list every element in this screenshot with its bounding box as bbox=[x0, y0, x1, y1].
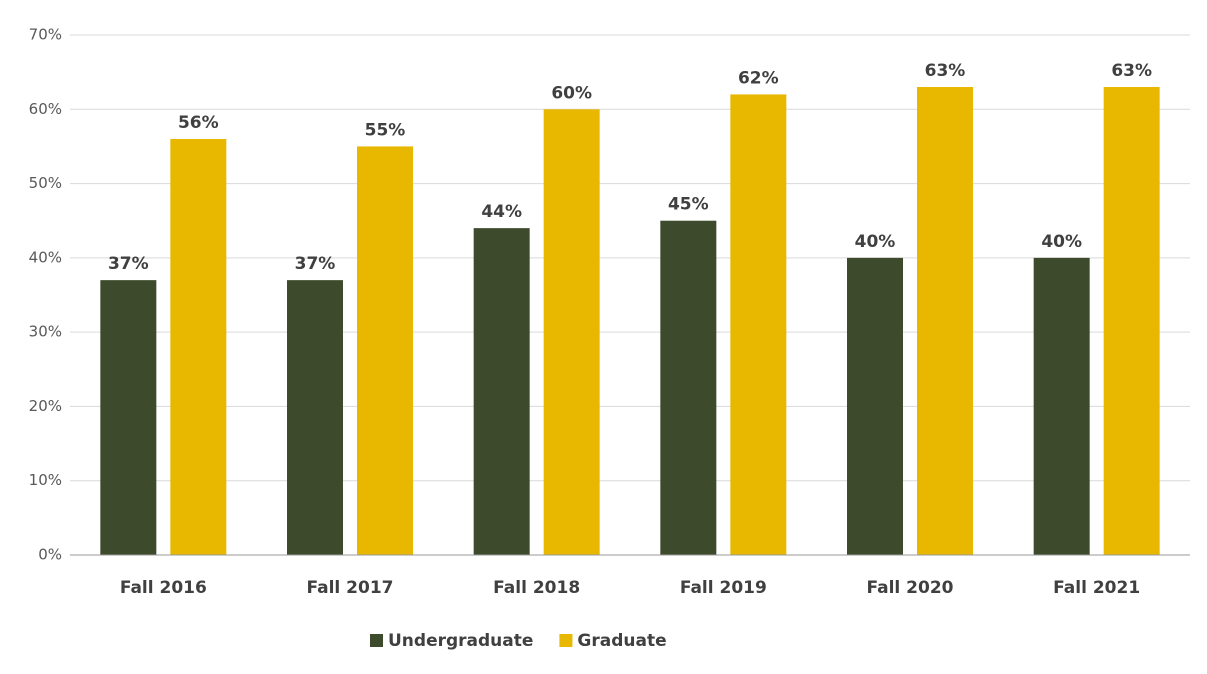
y-tick-label: 60% bbox=[29, 100, 62, 118]
bar bbox=[1103, 87, 1160, 555]
bar bbox=[100, 280, 157, 555]
x-tick-label: Fall 2018 bbox=[493, 578, 580, 598]
y-tick-label: 30% bbox=[29, 323, 62, 341]
bar bbox=[287, 280, 343, 555]
data-label: 56% bbox=[178, 113, 219, 133]
data-label: 60% bbox=[551, 83, 592, 103]
y-tick-label: 70% bbox=[29, 26, 62, 44]
bar bbox=[357, 146, 413, 555]
data-label: 55% bbox=[365, 120, 406, 140]
legend-label: Graduate bbox=[577, 631, 666, 651]
data-label: 40% bbox=[855, 232, 896, 252]
data-label: 37% bbox=[295, 254, 336, 274]
y-tick-label: 20% bbox=[29, 397, 62, 415]
bar bbox=[730, 94, 787, 555]
x-tick-label: Fall 2017 bbox=[307, 578, 394, 598]
data-label: 44% bbox=[481, 202, 522, 222]
data-label: 63% bbox=[1111, 61, 1152, 81]
bar bbox=[473, 228, 530, 555]
y-tick-label: 0% bbox=[38, 546, 62, 564]
data-label: 45% bbox=[668, 195, 709, 215]
y-tick-label: 40% bbox=[29, 248, 62, 266]
data-label: 37% bbox=[108, 254, 149, 274]
data-label: 40% bbox=[1041, 232, 1082, 252]
bar bbox=[1033, 257, 1090, 555]
x-tick-label: Fall 2016 bbox=[120, 578, 207, 598]
data-label: 63% bbox=[925, 61, 966, 81]
data-label: 62% bbox=[738, 68, 779, 88]
bar bbox=[847, 257, 903, 555]
legend-label: Undergraduate bbox=[388, 631, 533, 651]
bar bbox=[543, 109, 600, 556]
x-tick-label: Fall 2020 bbox=[867, 578, 954, 598]
legend-swatch bbox=[370, 634, 383, 647]
legend-swatch bbox=[559, 634, 573, 647]
bar bbox=[917, 87, 973, 555]
y-tick-label: 50% bbox=[29, 174, 62, 192]
bar bbox=[660, 220, 717, 555]
x-tick-label: Fall 2019 bbox=[680, 578, 767, 598]
x-tick-label: Fall 2021 bbox=[1053, 578, 1140, 598]
bar bbox=[170, 139, 227, 555]
y-tick-label: 10% bbox=[29, 471, 62, 489]
